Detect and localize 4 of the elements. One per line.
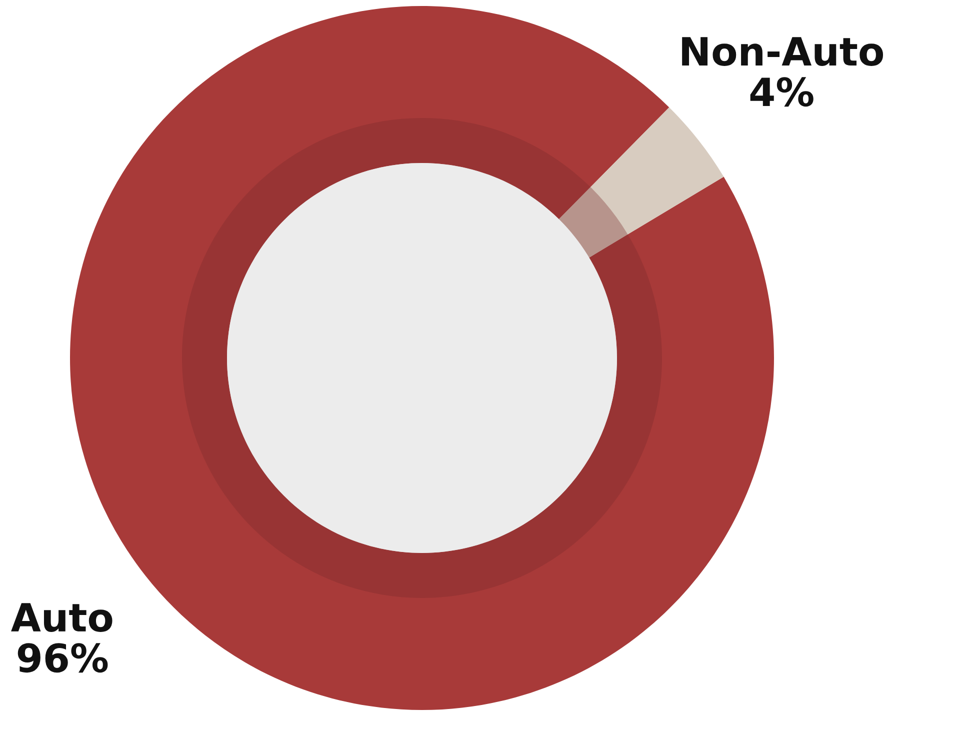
data-label: 4% <box>750 77 814 107</box>
slice-label: Auto <box>11 603 112 632</box>
data-label: 96% <box>18 643 108 673</box>
slice-label: Non-Auto <box>682 37 884 66</box>
